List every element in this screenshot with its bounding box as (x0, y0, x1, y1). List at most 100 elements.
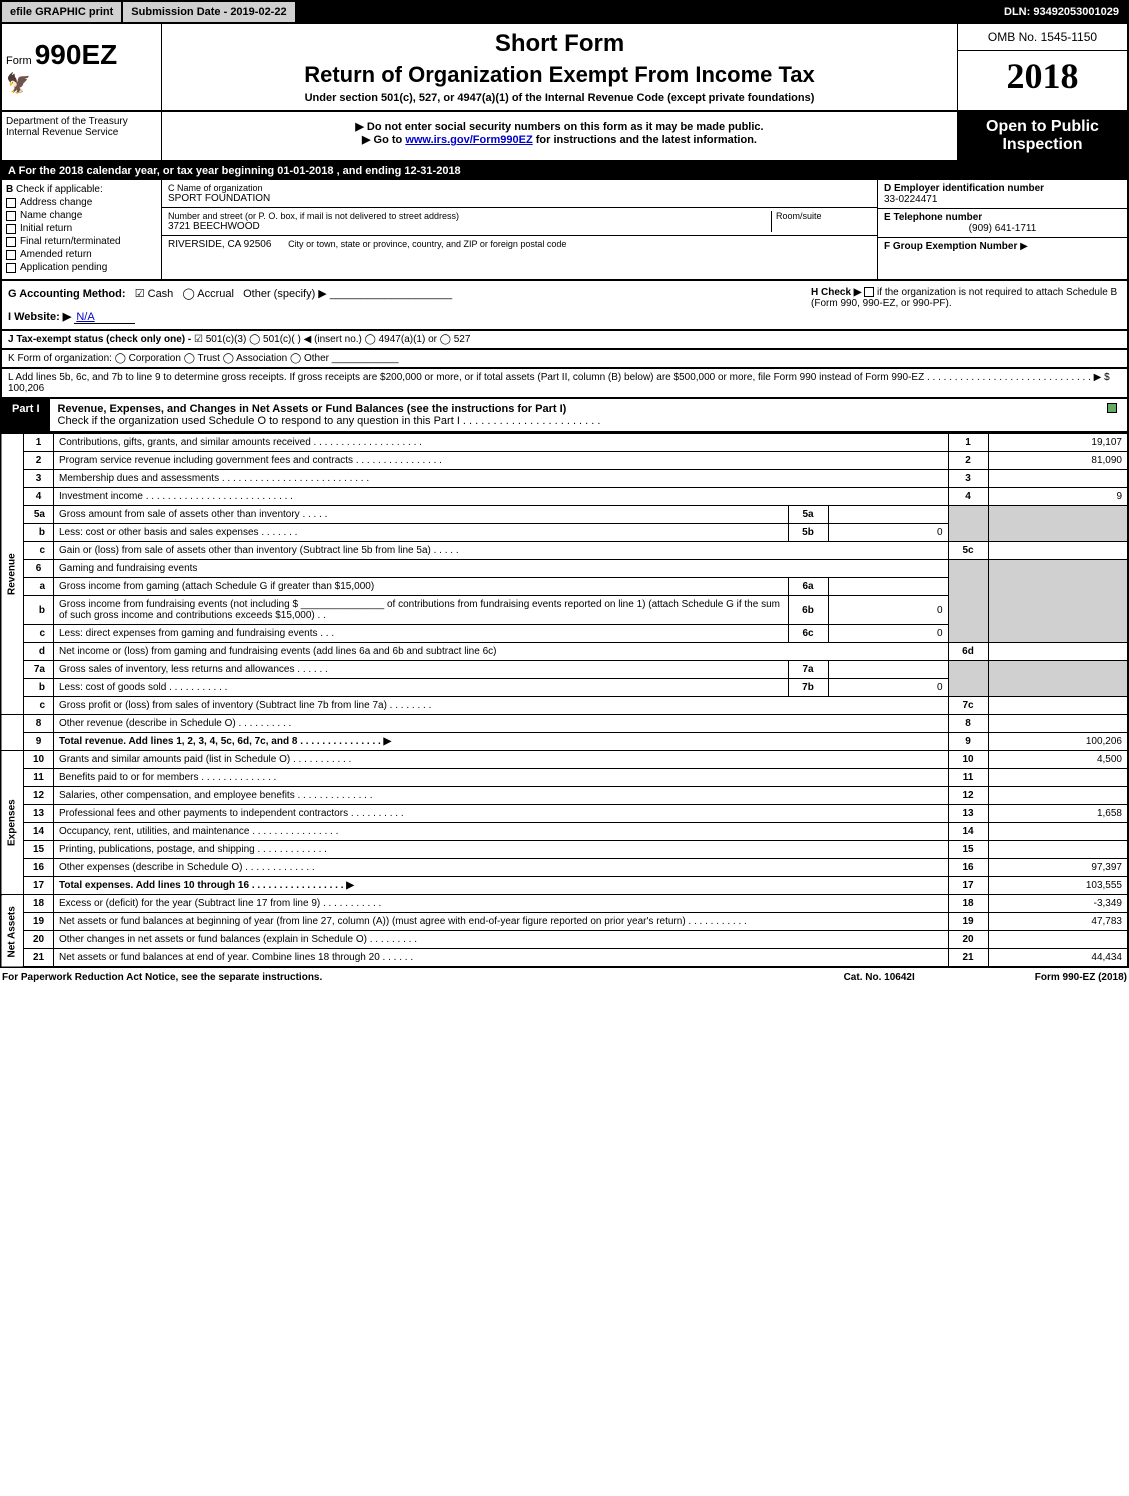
r6c-mv: 0 (828, 625, 948, 643)
chk-name-change[interactable] (6, 211, 16, 221)
r6-shade (948, 560, 988, 643)
part1-title: Revenue, Expenses, and Changes in Net As… (58, 403, 567, 415)
side-revenue: Revenue (1, 434, 24, 715)
col-c-name-address: C Name of organization SPORT FOUNDATION … (162, 180, 877, 279)
r20-n: 20 (24, 931, 54, 949)
lbl-name-change: Name change (20, 210, 82, 221)
j-label: J Tax-exempt status (check only one) - (8, 334, 194, 345)
line-k: K Form of organization: ◯ Corporation ◯ … (0, 350, 1129, 369)
r3-v (988, 470, 1128, 488)
city-label: City or town, state or province, country… (288, 239, 566, 249)
part1-table: Revenue 1 Contributions, gifts, grants, … (0, 433, 1129, 968)
g-accrual: Accrual (197, 288, 234, 300)
r6d-v (988, 643, 1128, 661)
r5a-mn: 5a (788, 506, 828, 524)
r7a-mn: 7a (788, 661, 828, 679)
lbl-address-change: Address change (20, 197, 92, 208)
r12-rn: 12 (948, 787, 988, 805)
col-b-label: B (6, 184, 13, 195)
dln-number: DLN: 93492053001029 (996, 2, 1127, 22)
city-value: RIVERSIDE, CA 92506 (168, 239, 271, 250)
r2-rn: 2 (948, 452, 988, 470)
g-cash: Cash (148, 288, 174, 300)
chk-final-return[interactable] (6, 237, 16, 247)
street-label: Number and street (or P. O. box, if mail… (168, 211, 771, 221)
goto-pre: ▶ Go to (362, 134, 405, 146)
r12-desc: Salaries, other compensation, and employ… (54, 787, 949, 805)
form-number-block: Form 990EZ 🦅 (2, 24, 162, 110)
r7-shade-v (988, 661, 1128, 697)
r21-desc: Net assets or fund balances at end of ye… (54, 949, 949, 968)
chk-application-pending[interactable] (6, 263, 16, 273)
chk-amended-return[interactable] (6, 250, 16, 260)
r12-v (988, 787, 1128, 805)
r13-desc: Professional fees and other payments to … (54, 805, 949, 823)
r8-v (988, 715, 1128, 733)
dept-block: Department of the Treasury Internal Reve… (2, 112, 162, 160)
irs-seal-icon: 🦅 (6, 71, 157, 96)
instructions-block: ▶ Do not enter social security numbers o… (162, 112, 957, 160)
r7a-desc: Gross sales of inventory, less returns a… (54, 661, 789, 679)
r19-v: 47,783 (988, 913, 1128, 931)
r7c-rn: 7c (948, 697, 988, 715)
r18-n: 18 (24, 895, 54, 913)
line-a-label: A (8, 165, 16, 177)
header-right-block: OMB No. 1545-1150 2018 (957, 24, 1127, 110)
check-applicable: Check if applicable: (16, 184, 103, 195)
r9-n: 9 (24, 733, 54, 751)
r16-desc: Other expenses (describe in Schedule O) … (54, 859, 949, 877)
lbl-final-return: Final return/terminated (20, 236, 121, 247)
r7b-n: b (24, 679, 54, 697)
chk-address-change[interactable] (6, 198, 16, 208)
line-g: G Accounting Method: ☑ Cash ◯ Accrual Ot… (8, 287, 811, 300)
lbl-amended-return: Amended return (20, 249, 92, 260)
entity-info-block: A For the 2018 calendar year, or tax yea… (0, 162, 1129, 281)
r5b-n: b (24, 524, 54, 542)
irs-link[interactable]: www.irs.gov/Form990EZ (405, 134, 532, 146)
r19-desc: Net assets or fund balances at beginning… (54, 913, 949, 931)
r15-desc: Printing, publications, postage, and shi… (54, 841, 949, 859)
r6d-n: d (24, 643, 54, 661)
main-title: Return of Organization Exempt From Incom… (170, 62, 949, 88)
r15-n: 15 (24, 841, 54, 859)
website-value[interactable]: N/A (74, 311, 134, 324)
r7b-mn: 7b (788, 679, 828, 697)
r5c-rn: 5c (948, 542, 988, 560)
l-amount: 100,206 (8, 383, 44, 394)
r5b-mn: 5b (788, 524, 828, 542)
room-label: Room/suite (776, 211, 871, 221)
r11-n: 11 (24, 769, 54, 787)
chk-schedule-b[interactable] (864, 287, 874, 297)
r8-rn: 8 (948, 715, 988, 733)
r9-rn: 9 (948, 733, 988, 751)
short-form-label: Short Form (170, 30, 949, 58)
r7a-n: 7a (24, 661, 54, 679)
footer-cat: Cat. No. 10642I (844, 972, 915, 983)
chk-initial-return[interactable] (6, 224, 16, 234)
omb-number: OMB No. 1545-1150 (958, 24, 1127, 51)
form-header: Form 990EZ 🦅 Short Form Return of Organi… (0, 24, 1129, 112)
r21-n: 21 (24, 949, 54, 968)
lbl-application-pending: Application pending (20, 262, 107, 273)
top-bar: efile GRAPHIC print Submission Date - 20… (0, 0, 1129, 24)
r10-n: 10 (24, 751, 54, 769)
accounting-website-block: G Accounting Method: ☑ Cash ◯ Accrual Ot… (0, 281, 1129, 331)
r20-desc: Other changes in net assets or fund bala… (54, 931, 949, 949)
k-text: K Form of organization: ◯ Corporation ◯ … (8, 353, 329, 364)
page-footer: For Paperwork Reduction Act Notice, see … (0, 968, 1129, 987)
r9-v: 100,206 (988, 733, 1128, 751)
instruction-row: Department of the Treasury Internal Reve… (0, 112, 1129, 162)
tel-label: E Telephone number (884, 212, 1121, 223)
h-label: H Check ▶ (811, 287, 861, 298)
chk-schedule-o[interactable] (1107, 403, 1117, 413)
r10-desc: Grants and similar amounts paid (list in… (54, 751, 949, 769)
r11-v (988, 769, 1128, 787)
open-public-badge: Open to Public Inspection (957, 112, 1127, 160)
efile-print-button[interactable]: efile GRAPHIC print (2, 2, 123, 22)
r18-v: -3,349 (988, 895, 1128, 913)
r11-desc: Benefits paid to or for members . . . . … (54, 769, 949, 787)
street-value: 3721 BEECHWOOD (168, 221, 771, 232)
grp-arrow: ▶ (1020, 241, 1028, 252)
col-d-identifiers: D Employer identification number 33-0224… (877, 180, 1127, 279)
r16-n: 16 (24, 859, 54, 877)
